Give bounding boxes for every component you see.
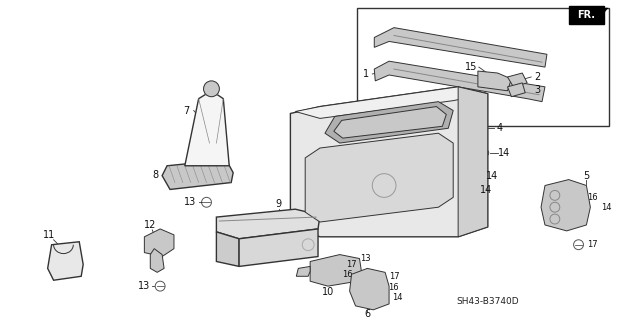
Polygon shape <box>185 91 229 166</box>
Polygon shape <box>325 102 453 143</box>
Text: 14: 14 <box>499 148 511 158</box>
Polygon shape <box>541 180 590 231</box>
Polygon shape <box>478 71 511 91</box>
Text: SH43-B3740D: SH43-B3740D <box>456 297 519 307</box>
Text: 11: 11 <box>42 230 55 240</box>
Text: 16: 16 <box>342 270 353 279</box>
Text: 16: 16 <box>587 193 598 202</box>
Text: 14: 14 <box>601 203 611 212</box>
Polygon shape <box>216 232 239 266</box>
Text: 13: 13 <box>184 197 196 207</box>
Text: N: N <box>206 138 213 148</box>
Text: 6: 6 <box>364 309 371 319</box>
Text: 17: 17 <box>346 260 357 269</box>
Text: 13: 13 <box>360 254 371 263</box>
Text: 15: 15 <box>465 62 477 72</box>
Polygon shape <box>374 61 545 102</box>
Polygon shape <box>334 107 446 138</box>
Text: 2: 2 <box>534 72 540 82</box>
Text: 16: 16 <box>388 283 398 292</box>
Text: 5: 5 <box>583 171 589 181</box>
Polygon shape <box>296 266 310 276</box>
Polygon shape <box>145 229 174 256</box>
Text: 17: 17 <box>388 272 399 281</box>
Polygon shape <box>305 133 453 222</box>
Text: 3: 3 <box>534 85 540 95</box>
Polygon shape <box>295 87 488 118</box>
Circle shape <box>204 81 220 97</box>
Text: 14: 14 <box>479 185 492 196</box>
Text: FR.: FR. <box>577 10 595 20</box>
Text: 7: 7 <box>184 106 190 115</box>
Polygon shape <box>374 28 547 67</box>
Polygon shape <box>310 255 362 286</box>
Polygon shape <box>47 242 83 280</box>
Text: 9: 9 <box>275 199 282 209</box>
Polygon shape <box>508 73 527 87</box>
Text: 14: 14 <box>392 293 402 302</box>
Text: 10: 10 <box>322 287 334 297</box>
Polygon shape <box>349 268 389 310</box>
Polygon shape <box>239 229 318 266</box>
Polygon shape <box>150 249 164 272</box>
Text: 12: 12 <box>144 220 156 230</box>
Text: 8: 8 <box>152 170 158 180</box>
Text: 1: 1 <box>364 69 369 79</box>
Text: 13: 13 <box>138 281 150 291</box>
Text: 14: 14 <box>486 171 498 181</box>
Text: 17: 17 <box>587 240 598 249</box>
Polygon shape <box>508 83 525 97</box>
Text: 4: 4 <box>497 123 502 133</box>
Polygon shape <box>216 209 320 239</box>
Polygon shape <box>162 160 233 189</box>
Bar <box>358 8 609 126</box>
Polygon shape <box>291 87 488 237</box>
Bar <box>569 6 604 24</box>
Polygon shape <box>458 87 488 237</box>
